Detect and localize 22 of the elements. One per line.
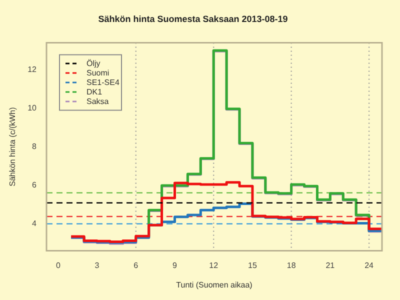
x-tick-label: 18: [286, 260, 296, 270]
legend-label: Öljy: [86, 58, 100, 68]
x-tick-label: 9: [172, 260, 178, 270]
legend-label: SE1-SE4: [86, 78, 120, 87]
x-tick-label: 24: [364, 260, 374, 270]
x-tick-label: 0: [56, 260, 61, 270]
legend-label: Saksa: [86, 96, 110, 106]
y-tick-label: 4: [32, 219, 38, 228]
y-tick-label: 12: [28, 64, 38, 74]
x-tick-label: 3: [94, 260, 100, 270]
y-axis-title: Sähkön hinta (c/(kWh): [8, 106, 18, 186]
x-tick-label: 6: [134, 260, 139, 270]
legend-label: DK1: [86, 87, 103, 96]
y-tick-label: 10: [28, 103, 38, 112]
legend-label: Suomi: [86, 68, 110, 78]
x-tick-label: 15: [248, 260, 258, 270]
x-axis-title: Tunti (Suomen aikaa): [176, 280, 253, 290]
chart-title: Sähkön hinta Suomesta Saksaan 2013-08-19: [98, 14, 288, 24]
x-tick-label: 21: [326, 260, 336, 270]
y-tick-label: 6: [32, 180, 38, 190]
y-tick-label: 8: [32, 142, 38, 152]
x-tick-label: 12: [209, 260, 219, 270]
